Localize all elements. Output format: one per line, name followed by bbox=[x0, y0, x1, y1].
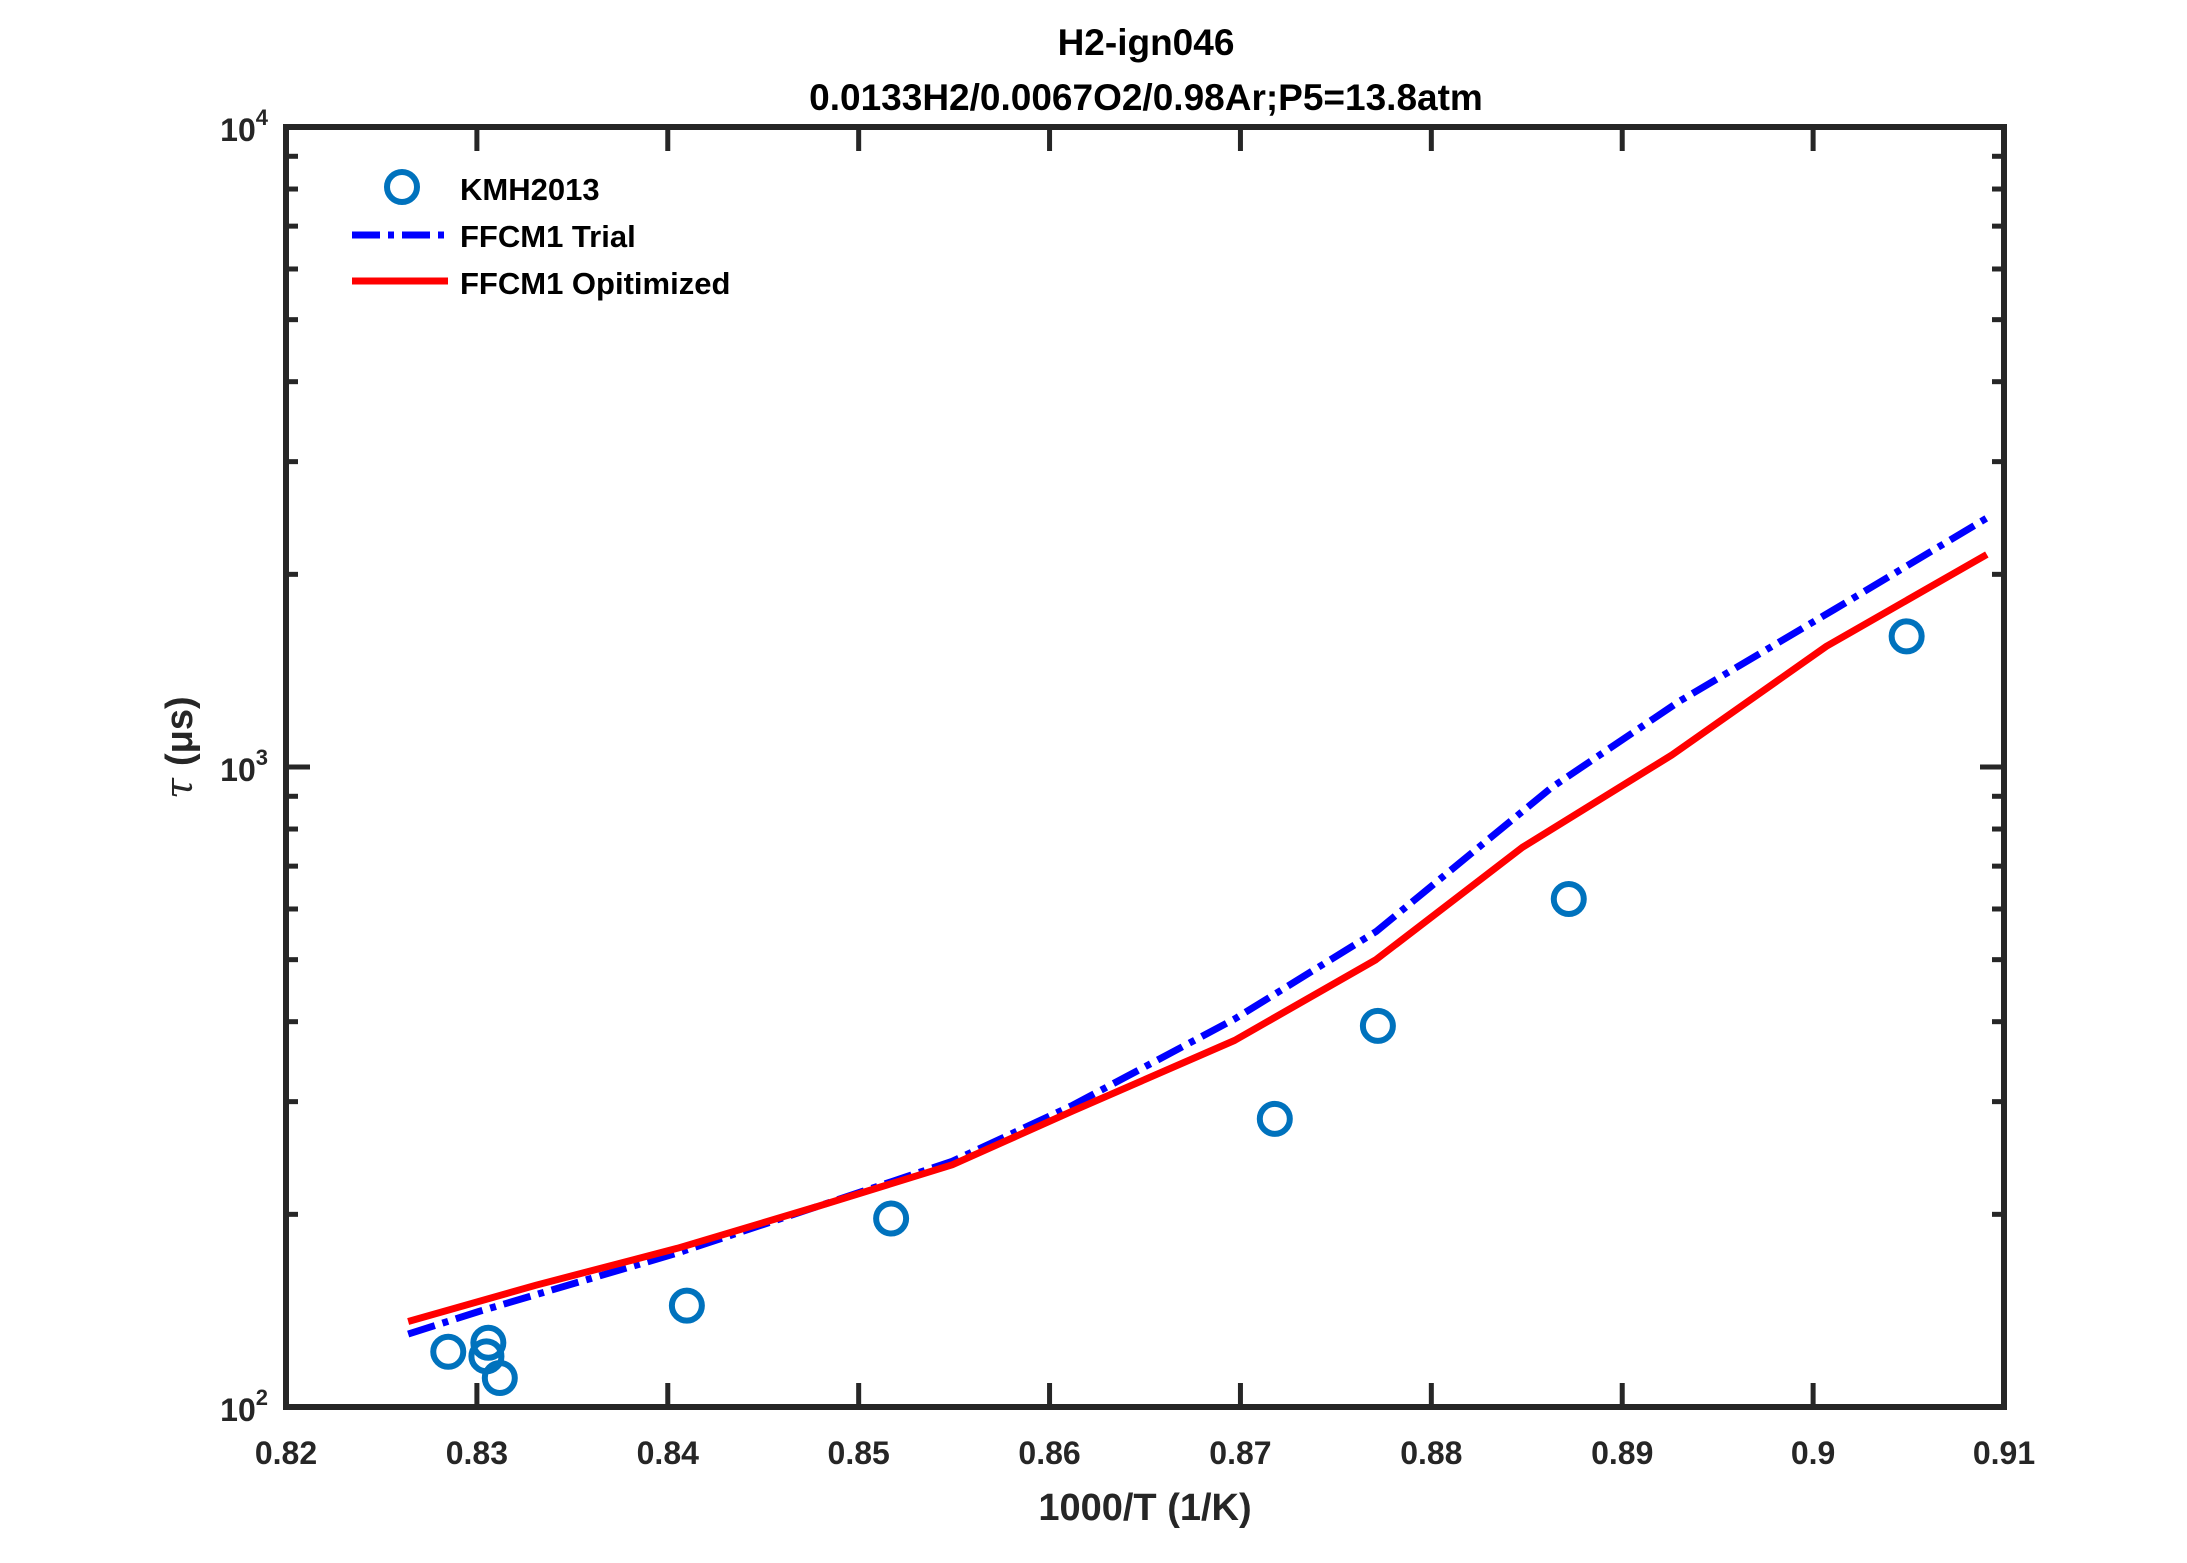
data-point-kmh2013 bbox=[1256, 1100, 1293, 1137]
data-point-kmh2013 bbox=[481, 1359, 518, 1396]
legend-label-trial: FFCM1 Trial bbox=[460, 219, 636, 254]
x-tick-label: 0.82 bbox=[255, 1435, 317, 1471]
x-tick-label: 0.85 bbox=[828, 1435, 890, 1471]
series-line-ffcm1-trial bbox=[407, 515, 1989, 1338]
chart-title: H2-ign046 bbox=[1058, 22, 1235, 63]
x-tick-label: 0.91 bbox=[1973, 1435, 2035, 1471]
x-tick-label: 0.87 bbox=[1209, 1435, 1271, 1471]
x-tick-labels: 0.82 0.83 0.84 0.85 0.86 0.87 0.88 0.89 0.9 0.91 bbox=[255, 1435, 2035, 1471]
x-tick-label: 0.84 bbox=[637, 1435, 699, 1471]
y-tick-label: 104 bbox=[220, 105, 269, 148]
data-point-kmh2013 bbox=[873, 1200, 910, 1237]
chart-subtitle: 0.0133H2/0.0067O2/0.98Ar;P5=13.8atm bbox=[809, 77, 1483, 118]
legend-label-optimized: FFCM1 Opitimized bbox=[460, 266, 730, 301]
y-axis-label: τ (μs) bbox=[157, 696, 201, 799]
x-tick-label: 0.83 bbox=[446, 1435, 508, 1471]
y-tick-label: 102 bbox=[220, 1385, 268, 1428]
legend-label-kmh2013: KMH2013 bbox=[460, 172, 600, 207]
x-axis-label: 1000/T (1/K) bbox=[1038, 1487, 1251, 1529]
axis-ticks bbox=[283, 127, 2007, 1410]
data-point-kmh2013 bbox=[430, 1333, 467, 1370]
y-tick-label: 103 bbox=[220, 745, 268, 788]
series-lines bbox=[407, 515, 1989, 1338]
data-point-kmh2013 bbox=[1888, 618, 1925, 655]
x-tick-label: 0.9 bbox=[1791, 1435, 1835, 1471]
y-axis-unit: (μs) bbox=[159, 696, 201, 766]
data-point-kmh2013 bbox=[668, 1287, 705, 1324]
legend: KMH2013 FFCM1 Trial FFCM1 Opitimized bbox=[352, 169, 730, 301]
y-tick-labels: 102 103 104 bbox=[220, 105, 269, 1428]
x-tick-label: 0.86 bbox=[1018, 1435, 1080, 1471]
data-point-kmh2013 bbox=[470, 1324, 507, 1361]
series-line-ffcm1-opitimized bbox=[407, 551, 1989, 1325]
axes-box bbox=[283, 124, 2007, 1410]
data-point-kmh2013 bbox=[1359, 1007, 1396, 1044]
data-point-kmh2013 bbox=[1550, 880, 1587, 917]
data-markers bbox=[430, 618, 1925, 1396]
y-axis-symbol: τ bbox=[157, 777, 201, 799]
x-tick-label: 0.88 bbox=[1400, 1435, 1462, 1471]
legend-marker-kmh2013 bbox=[384, 169, 420, 205]
x-tick-label: 0.89 bbox=[1591, 1435, 1653, 1471]
